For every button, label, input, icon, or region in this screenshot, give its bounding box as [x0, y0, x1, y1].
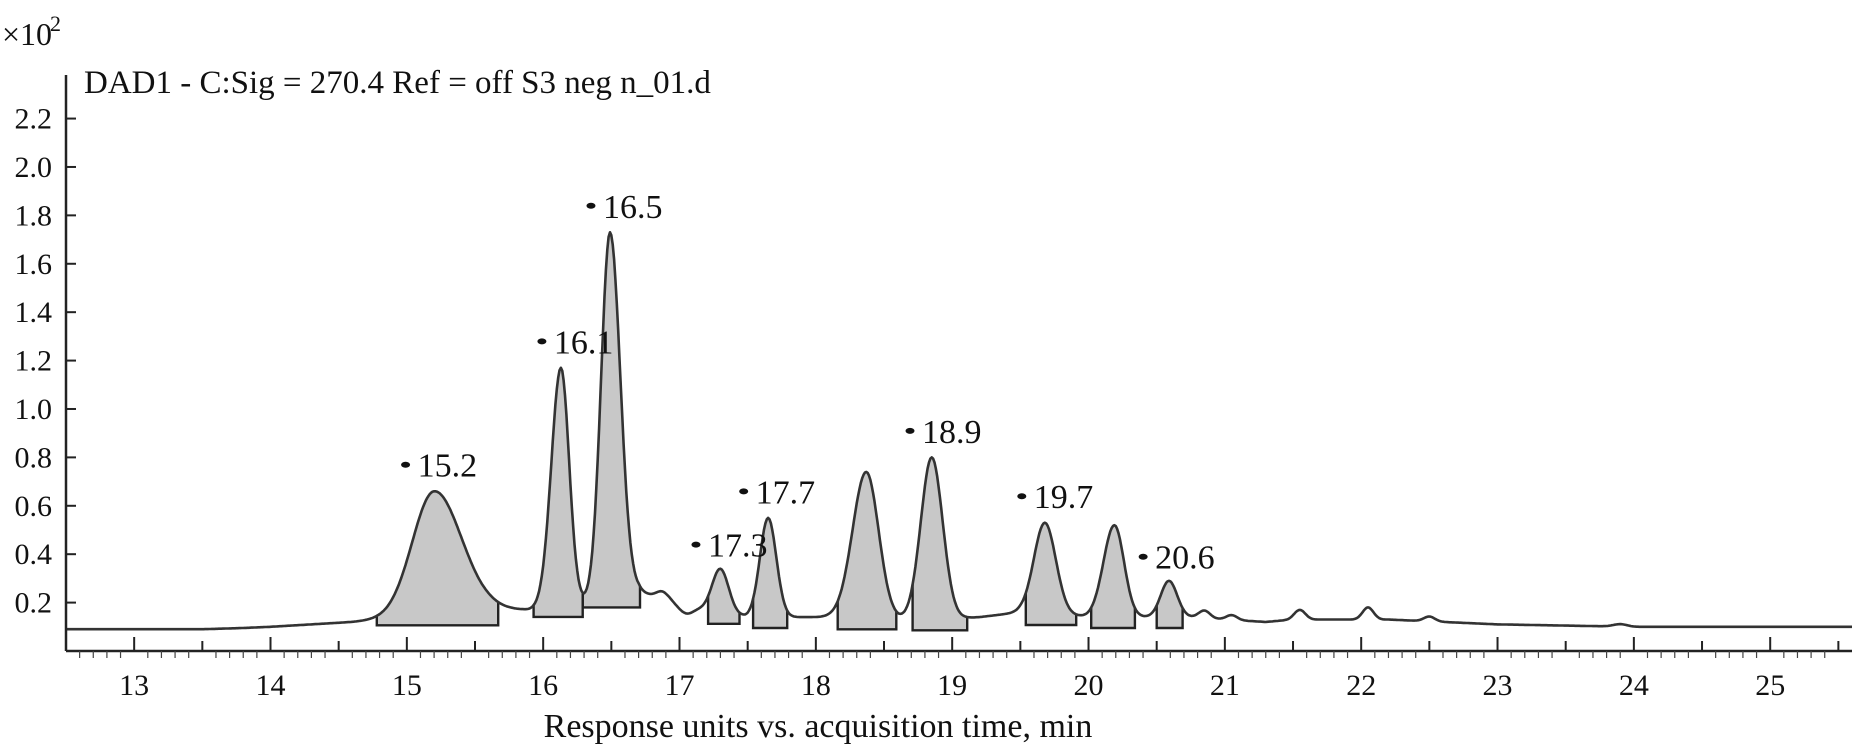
x-tick-label-7: 19 [937, 669, 967, 702]
integration-box-layer [375, 584, 1184, 632]
peak-marker-8 [1138, 553, 1148, 560]
y-axis-ticks: 0.2 0.4 0.6 0.8 1.0 1.2 1.4 1.6 1.8 2.0 2.2 [15, 103, 76, 620]
x-axis-ticks: 13 14 15 16 17 18 19 20 21 22 23 24 25 [65, 637, 1840, 702]
x-tick-label-9: 21 [1210, 669, 1240, 702]
y-tick-label-8: 1.6 [15, 248, 53, 281]
x-tick-label-6: 18 [801, 669, 831, 702]
peak-area-2 [533, 367, 583, 617]
peak-marker-3 [586, 202, 596, 209]
peak-area-10 [1156, 580, 1183, 628]
chart-title: DAD1 - C:Sig = 270.4 Ref = off S3 neg n_… [84, 65, 711, 101]
y-tick-label-4: 0.8 [15, 441, 53, 474]
y-tick-label-7: 1.4 [15, 296, 53, 329]
peak-area-9 [1091, 525, 1135, 628]
peak-area-4 [708, 568, 740, 624]
peak-area-7 [912, 457, 968, 631]
y-tick-label-1: 0.2 [15, 587, 53, 620]
x-tick-label-2: 14 [256, 669, 286, 702]
y-tick-label-6: 1.2 [15, 345, 53, 378]
y-tick-label-5: 1.0 [15, 393, 53, 426]
y-tick-label-10: 2.0 [15, 151, 53, 184]
peak-area-1 [376, 491, 499, 626]
integration-box-4 [706, 596, 741, 625]
x-tick-label-12: 24 [1619, 669, 1649, 702]
peak-marker-5 [739, 488, 749, 495]
peak-marker-1 [401, 461, 411, 468]
integration-box-6 [836, 601, 898, 631]
scale-exponent: 2 [50, 11, 61, 36]
peak-marker-6 [905, 427, 915, 434]
signal-trace-line [66, 231, 1852, 631]
peak-label-6: 18.9 [922, 414, 982, 451]
y-tick-label-2: 0.4 [15, 538, 53, 571]
x-tick-label-1: 13 [119, 669, 149, 702]
x-tick-label-10: 22 [1346, 669, 1376, 702]
x-tick-label-4: 16 [528, 669, 558, 702]
integration-box-5 [751, 598, 789, 630]
peak-label-2: 16.1 [554, 324, 614, 361]
y-tick-label-9: 1.8 [15, 199, 53, 232]
peak-label-4: 17.3 [708, 528, 768, 565]
peak-marker-4 [691, 541, 701, 548]
peak-label-1: 15.2 [418, 448, 478, 485]
integration-box-3 [581, 586, 642, 609]
x-tick-label-5: 17 [665, 669, 695, 702]
peak-area-6 [837, 471, 897, 630]
integration-box-9 [1090, 607, 1137, 630]
x-tick-label-13: 25 [1755, 669, 1785, 702]
peak-label-8: 20.6 [1155, 540, 1215, 577]
peak-label-layer: 15.2 16.1 16.5 17.3 17.7 18.9 19.7 20.6 [401, 189, 1215, 577]
peak-label-3: 16.5 [603, 189, 663, 226]
peak-area-8 [1025, 522, 1077, 625]
y-tick-label-11: 2.2 [15, 103, 53, 136]
x-tick-label-11: 23 [1483, 669, 1513, 702]
y-tick-label-3: 0.6 [15, 490, 53, 523]
x-axis-label: Response units vs. acquisition time, min [544, 708, 1093, 745]
integration-box-10 [1155, 605, 1184, 630]
scale-note: ×10 [2, 16, 52, 52]
integration-box-7 [911, 584, 969, 632]
peak-label-7: 19.7 [1034, 479, 1094, 516]
peak-marker-7 [1017, 493, 1027, 500]
integration-box-8 [1024, 592, 1078, 627]
x-tick-label-8: 20 [1074, 669, 1104, 702]
peak-fill-layer [376, 232, 1183, 631]
peak-label-5: 17.7 [756, 474, 816, 511]
x-tick-label-3: 15 [392, 669, 422, 702]
peak-marker-2 [537, 338, 547, 345]
peak-area-3 [582, 232, 640, 608]
integration-box-1 [375, 602, 500, 627]
